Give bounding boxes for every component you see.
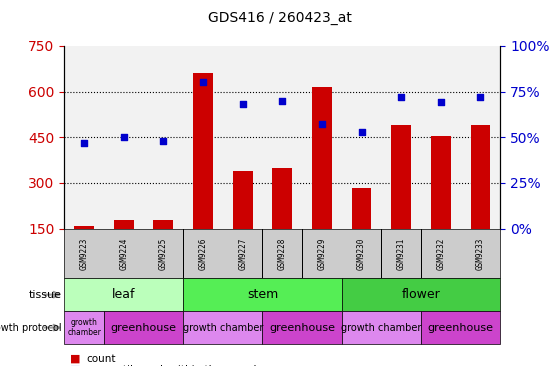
Text: flower: flower	[402, 288, 440, 301]
Text: GDS416 / 260423_at: GDS416 / 260423_at	[207, 11, 352, 25]
Text: GSM9229: GSM9229	[318, 237, 326, 270]
Text: GSM9223: GSM9223	[79, 237, 89, 270]
Text: GSM9232: GSM9232	[437, 237, 446, 270]
Bar	[391, 125, 411, 229]
Text: greenhouse: greenhouse	[428, 322, 494, 333]
Bar	[471, 125, 490, 229]
Point	[357, 129, 366, 135]
Text: count: count	[87, 354, 116, 364]
Text: GSM9228: GSM9228	[278, 237, 287, 270]
Text: GSM9227: GSM9227	[238, 237, 247, 270]
Text: ■: ■	[70, 365, 80, 366]
Text: GSM9233: GSM9233	[476, 237, 485, 270]
Text: ■: ■	[70, 354, 80, 364]
Text: GSM9231: GSM9231	[397, 237, 406, 270]
Bar	[272, 168, 292, 229]
Bar	[114, 220, 134, 229]
Point	[119, 134, 128, 140]
Text: leaf: leaf	[112, 288, 135, 301]
Text: growth
chamber: growth chamber	[67, 318, 101, 337]
Text: greenhouse: greenhouse	[269, 322, 335, 333]
Point	[159, 138, 168, 144]
Point	[397, 94, 406, 100]
Text: GSM9225: GSM9225	[159, 237, 168, 270]
Text: GSM9226: GSM9226	[198, 237, 207, 270]
Bar	[74, 226, 94, 229]
Point	[476, 94, 485, 100]
Bar	[193, 73, 213, 229]
Bar	[431, 136, 451, 229]
Bar	[154, 220, 173, 229]
Bar	[233, 171, 253, 229]
Bar	[312, 87, 332, 229]
Bar	[352, 187, 372, 229]
Text: growth protocol: growth protocol	[0, 322, 61, 333]
Text: stem: stem	[247, 288, 278, 301]
Point	[79, 140, 88, 146]
Text: growth chamber: growth chamber	[183, 322, 263, 333]
Text: growth chamber: growth chamber	[341, 322, 421, 333]
Text: tissue: tissue	[29, 290, 61, 300]
Text: greenhouse: greenhouse	[111, 322, 177, 333]
Text: GSM9230: GSM9230	[357, 237, 366, 270]
Point	[318, 122, 326, 127]
Point	[437, 100, 446, 105]
Point	[278, 98, 287, 104]
Point	[198, 79, 207, 85]
Text: GSM9224: GSM9224	[119, 237, 128, 270]
Text: percentile rank within the sample: percentile rank within the sample	[87, 365, 263, 366]
Point	[238, 101, 247, 107]
